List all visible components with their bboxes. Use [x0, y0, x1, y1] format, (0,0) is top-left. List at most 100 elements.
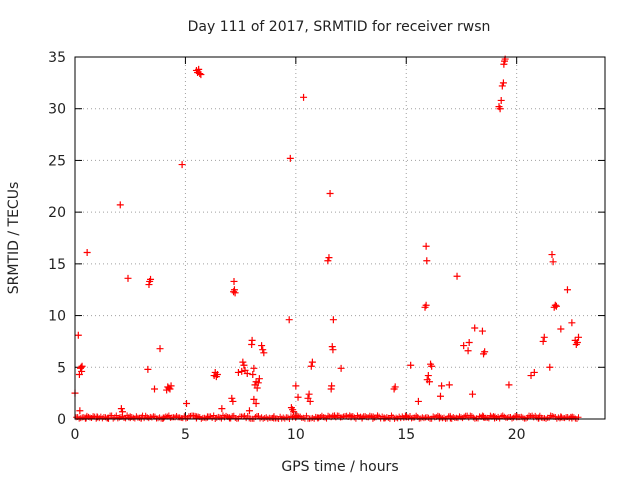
data-point: [306, 397, 314, 405]
data-point: [445, 381, 453, 389]
data-point: [549, 258, 557, 266]
data-point: [535, 414, 543, 422]
data-point: [258, 342, 266, 350]
data-point: [76, 407, 84, 415]
data-point: [326, 190, 334, 198]
data-point: [407, 361, 415, 369]
data-point: [328, 343, 336, 351]
data-point: [253, 384, 261, 392]
data-point: [78, 362, 86, 370]
data-point: [329, 316, 337, 324]
x-tick-label: 20: [508, 427, 526, 443]
data-point: [290, 408, 298, 416]
data-point: [329, 346, 337, 354]
data-point: [249, 371, 257, 379]
data-point: [213, 371, 221, 379]
y-tick-label: 25: [48, 153, 66, 169]
data-point: [195, 65, 203, 73]
x-tick-label: 0: [71, 427, 80, 443]
data-point: [245, 407, 253, 415]
data-point: [292, 382, 300, 390]
data-point: [453, 272, 461, 280]
baseline-band: [73, 412, 582, 422]
data-point: [240, 361, 248, 369]
data-point: [423, 257, 431, 265]
baseline-point: [441, 414, 448, 421]
data-point: [500, 60, 508, 68]
data-point: [325, 254, 333, 262]
data-point: [248, 336, 256, 344]
data-point: [183, 399, 191, 407]
data-point: [82, 414, 90, 422]
data-point: [156, 345, 164, 353]
y-tick-label: 15: [48, 257, 66, 273]
data-point: [330, 412, 338, 420]
data-point: [424, 372, 432, 380]
data-point: [573, 338, 581, 346]
data-point: [491, 414, 499, 422]
data-point: [436, 392, 444, 400]
data-point: [230, 277, 238, 285]
data-point: [305, 390, 313, 398]
data-point: [497, 96, 505, 104]
data-point: [116, 201, 124, 209]
data-point: [255, 375, 263, 383]
data-point: [118, 408, 126, 416]
data-point: [498, 82, 506, 90]
data-point: [540, 333, 548, 341]
data-point: [539, 337, 547, 345]
x-tick-label: 10: [287, 427, 305, 443]
data-points: [71, 55, 582, 422]
data-point: [260, 349, 268, 357]
data-point: [234, 368, 242, 376]
y-tick-label: 0: [57, 412, 66, 428]
data-point: [481, 348, 489, 356]
data-point: [270, 414, 278, 422]
data-point: [197, 71, 205, 79]
data-point: [308, 358, 316, 366]
data-point: [478, 327, 486, 335]
baseline-point: [425, 414, 432, 421]
data-point: [228, 394, 236, 402]
data-point: [422, 242, 430, 250]
data-point: [307, 362, 315, 370]
data-point: [358, 414, 366, 422]
y-axis-label: SRMTID / TECUs: [6, 182, 22, 295]
data-point: [414, 397, 422, 405]
data-point: [192, 414, 200, 422]
data-point: [104, 414, 112, 422]
data-point: [575, 333, 582, 341]
data-point: [546, 363, 554, 371]
data-point: [83, 248, 91, 256]
data-point: [250, 364, 258, 372]
data-point: [496, 105, 504, 113]
data-point: [137, 414, 145, 422]
data-point: [422, 301, 430, 309]
data-point: [151, 385, 158, 393]
y-tick-label: 5: [57, 360, 66, 376]
data-point: [230, 286, 238, 294]
y-tick-label: 35: [48, 50, 66, 66]
data-point: [530, 368, 538, 376]
data-point: [337, 364, 345, 372]
data-point: [314, 414, 322, 422]
data-point: [252, 399, 260, 407]
data-point: [286, 154, 294, 162]
x-tick-label: 15: [397, 427, 415, 443]
data-point: [294, 393, 302, 401]
data-point: [465, 338, 473, 346]
grid: [75, 57, 605, 419]
y-tick-label: 10: [48, 309, 66, 325]
data-point: [74, 331, 82, 339]
data-point: [145, 281, 153, 289]
data-point: [328, 382, 336, 390]
data-point: [229, 397, 237, 405]
data-point: [551, 301, 559, 309]
data-point: [117, 405, 125, 413]
data-point: [259, 346, 267, 354]
data-point: [254, 379, 262, 387]
data-point: [300, 93, 308, 101]
data-point: [568, 319, 576, 327]
data-point: [552, 302, 560, 310]
